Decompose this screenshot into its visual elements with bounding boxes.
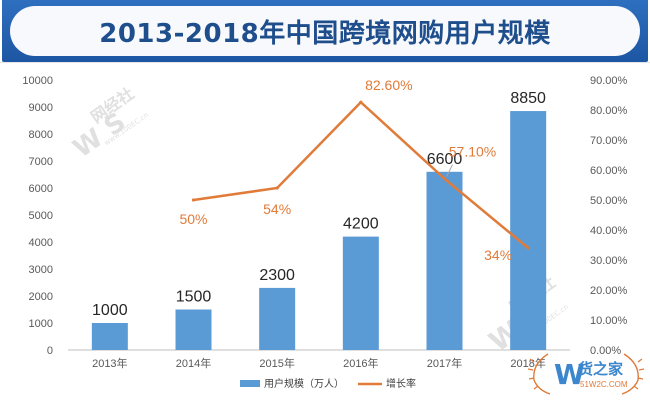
rate-point	[359, 100, 363, 104]
y-right-tick-label: 40.00%	[590, 225, 628, 237]
bar	[91, 323, 128, 350]
y-left-tick-label: 4000	[29, 237, 53, 249]
title-banner: 2013-2018年中国跨境网购用户规模	[2, 0, 648, 62]
y-left-tick-label: 7000	[29, 156, 53, 168]
y-left-tick-label: 8000	[29, 129, 53, 141]
rate-data-label: 57.10%	[449, 144, 496, 160]
x-tick-label: 2018年	[510, 356, 545, 370]
y-right-tick-label: 60.00%	[590, 165, 628, 177]
y-left-tick-label: 1000	[29, 318, 53, 330]
rate-label-leader	[446, 164, 453, 177]
rate-data-label: 54%	[263, 201, 291, 217]
rate-data-label: 34%	[484, 247, 512, 263]
bar-series	[91, 111, 547, 350]
bar-data-label: 6600	[427, 151, 463, 168]
bar	[426, 171, 463, 350]
x-tick-label: 2013年	[92, 356, 127, 370]
right-axis: 0.00% 10.00% 20.00% 30.00% 40.00% 50.00% 60.00…	[590, 75, 628, 357]
legend: 用户规模（万人） 增长率	[240, 377, 416, 390]
legend-swatch-bar	[240, 380, 260, 387]
line-series	[191, 100, 530, 250]
y-left-tick-label: 9000	[29, 102, 53, 114]
bar	[259, 287, 296, 350]
x-tick-label: 2016年	[343, 356, 378, 370]
rate-point	[442, 177, 447, 181]
y-right-tick-label: 20.00%	[590, 285, 628, 297]
y-left-tick-label: 2000	[29, 291, 53, 303]
rate-point	[526, 246, 530, 250]
bar-data-label: 1500	[176, 289, 212, 306]
rate-data-label: 50%	[179, 211, 207, 227]
y-left-tick-label: 0	[47, 345, 53, 357]
y-left-tick-label: 10000	[22, 75, 53, 87]
rate-point	[275, 186, 279, 190]
corner-logo: W 货之家 51W2C.COM	[520, 346, 646, 400]
corner-logo-brand: 货之家	[578, 360, 623, 378]
left-axis: 0 1000 2000 3000 4000 5000 6000 7000 8000 9000 100…	[22, 75, 570, 357]
y-left-tick-label: 3000	[29, 264, 53, 276]
laurel-right-icon	[621, 353, 645, 395]
x-tick-label: 2014年	[176, 356, 211, 370]
data-labels: 1000 1500 2300 4200 6600 8850 50% 54% 82.60% 57.1…	[92, 77, 546, 319]
corner-logo-letter: W	[554, 358, 585, 391]
bar-data-label: 4200	[343, 216, 379, 233]
legend-label-bar: 用户规模（万人）	[264, 377, 344, 390]
bar-data-label: 2300	[259, 267, 295, 284]
bar-data-label: 8850	[510, 90, 546, 107]
bar-data-label: 1000	[92, 302, 128, 319]
y-right-tick-label: 50.00%	[590, 195, 628, 207]
y-right-tick-label: 70.00%	[590, 135, 628, 147]
x-tick-label: 2017年	[427, 356, 462, 370]
bar	[342, 236, 379, 350]
x-axis: 2013年 2014年 2015年 2016年 2017年 2018年	[92, 356, 546, 370]
y-left-tick-label: 6000	[29, 183, 53, 195]
rate-point	[191, 198, 196, 202]
title-plate: 2013-2018年中国跨境网购用户规模	[10, 6, 640, 56]
laurel-left-icon	[527, 353, 551, 395]
chart-title: 2013-2018年中国跨境网购用户规模	[99, 18, 551, 49]
corner-logo-url: 51W2C.COM	[580, 380, 628, 389]
y-right-tick-label: 30.00%	[590, 255, 628, 267]
bar	[510, 111, 547, 350]
y-right-tick-label: 10.00%	[590, 315, 628, 327]
corner-logo-graphic: W 货之家 51W2C.COM	[527, 353, 645, 395]
rate-data-label: 82.60%	[365, 77, 412, 93]
legend-label-line: 增长率	[386, 377, 416, 390]
y-left-tick-label: 5000	[29, 210, 53, 222]
y-right-tick-label: 0.00%	[590, 345, 621, 357]
y-right-tick-label: 80.00%	[590, 105, 628, 117]
x-tick-label: 2015年	[259, 356, 294, 370]
bar	[175, 309, 212, 350]
y-right-tick-label: 90.00%	[590, 75, 628, 87]
